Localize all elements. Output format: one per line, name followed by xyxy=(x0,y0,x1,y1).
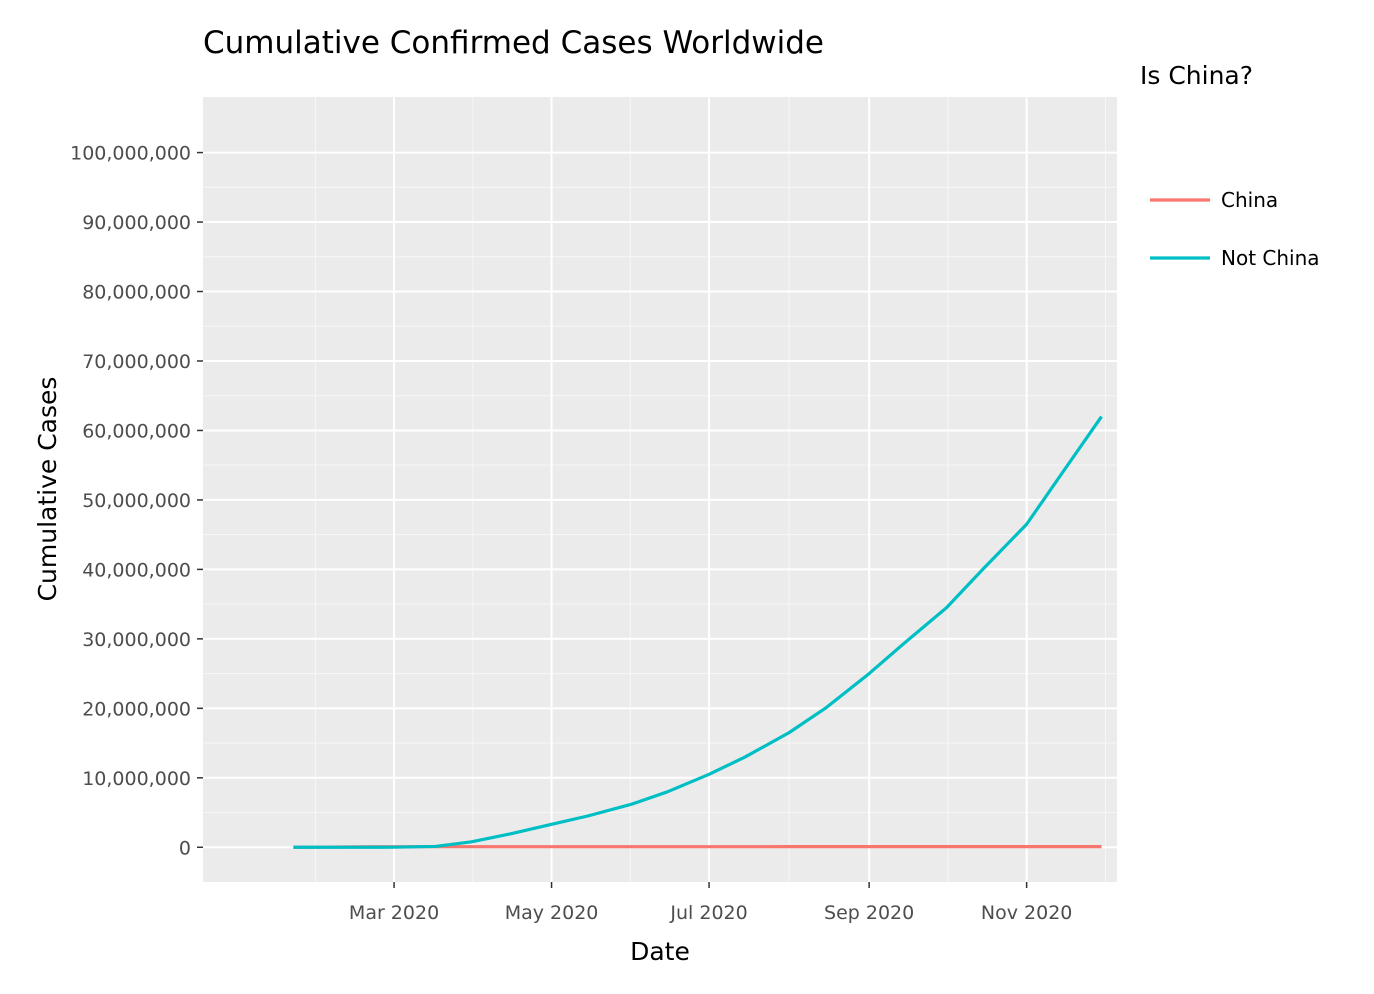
y-tick-label: 40,000,000 xyxy=(82,559,191,581)
y-tick-label: 50,000,000 xyxy=(82,490,191,512)
y-tick-label: 10,000,000 xyxy=(82,768,191,790)
plot-panel xyxy=(203,97,1117,882)
series-layer xyxy=(293,415,1103,849)
x-axis-title: Date xyxy=(630,937,690,966)
y-axis-title: Cumulative Cases xyxy=(33,377,62,602)
y-tick-label: 60,000,000 xyxy=(82,420,191,442)
x-tick-label: May 2020 xyxy=(505,902,599,924)
y-tick-label: 70,000,000 xyxy=(82,351,191,373)
x-tick-label: Mar 2020 xyxy=(349,902,439,924)
chart-title: Cumulative Confirmed Cases Worldwide xyxy=(203,25,824,61)
legend-label-china: China xyxy=(1221,188,1278,212)
legend-items: China Not China xyxy=(1150,188,1320,270)
x-axis: Mar 2020 May 2020 Jul 2020 Sep 2020 Nov 2020 xyxy=(349,882,1072,924)
x-tick-label: Jul 2020 xyxy=(669,902,747,924)
x-tick-label: Sep 2020 xyxy=(824,902,914,924)
y-tick-label: 0 xyxy=(179,837,191,859)
x-tick-label: Nov 2020 xyxy=(981,902,1072,924)
y-tick-label: 90,000,000 xyxy=(82,212,191,234)
y-tick-label: 20,000,000 xyxy=(82,698,191,720)
y-axis: 0 10,000,000 20,000,000 30,000,000 40,000,00… xyxy=(70,143,203,859)
legend-title: Is China? xyxy=(1140,61,1253,90)
y-tick-label: 100,000,000 xyxy=(70,143,191,165)
legend-label-not-china: Not China xyxy=(1221,246,1320,270)
minor-gridlines xyxy=(203,97,1117,882)
y-tick-label: 80,000,000 xyxy=(82,282,191,304)
y-tick-label: 30,000,000 xyxy=(82,629,191,651)
series-line-not-china xyxy=(293,415,1103,849)
legend: Is China? China Not China xyxy=(1140,61,1320,270)
